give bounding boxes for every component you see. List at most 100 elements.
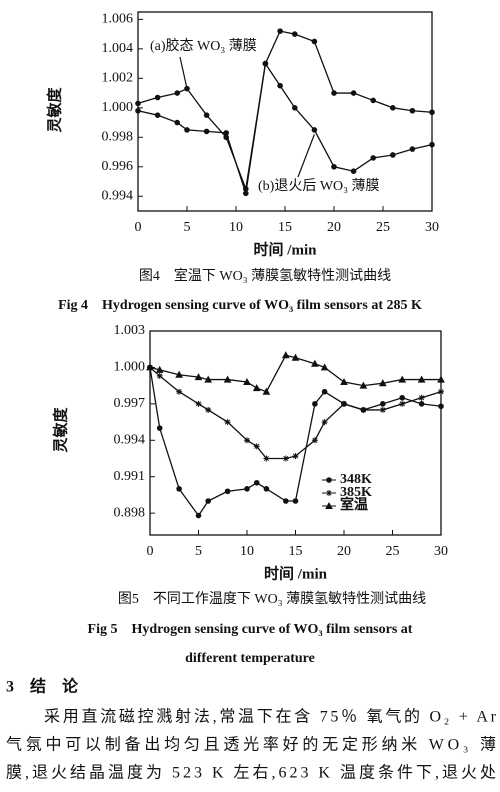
y-axis-label: 灵敏度 [45, 87, 63, 133]
marker [204, 375, 213, 383]
marker [292, 498, 299, 504]
y-tick-label: 0.991 [114, 469, 146, 484]
marker [379, 406, 386, 413]
marker [291, 353, 300, 361]
annotation-arrow [179, 56, 188, 89]
marker [282, 455, 289, 462]
marker [194, 373, 203, 381]
legend-marker [326, 490, 332, 496]
marker [155, 365, 164, 373]
y-tick-label: 0.997 [114, 396, 146, 411]
marker [223, 130, 229, 136]
marker [277, 82, 283, 89]
marker [135, 107, 141, 114]
series-line [149, 354, 441, 393]
marker [174, 90, 180, 96]
figure-caption-en: different temperature [185, 651, 315, 666]
marker [224, 488, 231, 495]
x-tick-label: 0 [135, 220, 142, 235]
section-heading: 3 结 论 [6, 677, 79, 696]
marker [429, 141, 435, 148]
marker [223, 375, 232, 383]
marker [146, 363, 154, 371]
marker [176, 486, 182, 492]
marker [253, 479, 260, 486]
x-tick-label: 0 [147, 544, 154, 559]
marker [418, 401, 425, 407]
marker [292, 31, 298, 37]
marker [195, 512, 202, 519]
marker [399, 394, 406, 401]
marker [156, 425, 163, 431]
marker [243, 377, 251, 385]
marker [281, 351, 290, 359]
figure-caption-en: Fig 4 Hydrogen sensing curve of WO₃ film… [58, 298, 422, 313]
marker [195, 400, 202, 407]
x-axis-label: 时间 /min [254, 240, 318, 258]
marker [224, 419, 231, 426]
marker [331, 163, 337, 170]
marker [174, 119, 180, 126]
marker [390, 105, 396, 111]
marker [244, 437, 250, 444]
x-tick-label: 25 [376, 220, 390, 235]
y-tick-label: 0.994 [102, 188, 134, 203]
marker [409, 107, 416, 114]
x-tick-label: 10 [229, 220, 243, 235]
x-tick-label: 15 [289, 544, 303, 559]
marker [350, 168, 357, 174]
series-line [149, 367, 442, 517]
marker [438, 388, 444, 395]
marker [154, 112, 161, 118]
marker [399, 400, 406, 407]
marker [360, 406, 367, 413]
x-tick-label: 5 [195, 544, 202, 559]
marker [311, 38, 318, 45]
x-tick-label: 20 [337, 544, 351, 559]
marker [205, 406, 212, 413]
y-tick-label: 1.000 [114, 360, 146, 375]
marker [331, 90, 337, 96]
marker [263, 455, 270, 462]
marker [262, 60, 269, 67]
series-annotation: (b)退火后 WO₃ 薄膜 [258, 178, 380, 194]
x-tick-label: 15 [278, 220, 292, 235]
marker [252, 384, 261, 392]
x-tick-label: 30 [425, 220, 439, 235]
marker [135, 100, 141, 107]
x-tick-label: 30 [434, 544, 448, 559]
marker [378, 379, 387, 387]
marker [203, 128, 210, 135]
marker [292, 105, 298, 111]
marker [321, 419, 328, 426]
marker [390, 152, 396, 158]
marker [283, 498, 289, 504]
x-tick-label: 5 [184, 220, 191, 235]
marker [244, 486, 250, 492]
marker [341, 400, 347, 407]
annotation-arrow [297, 134, 315, 178]
x-tick-label: 20 [327, 220, 341, 235]
y-tick-label: 1.000 [102, 100, 134, 115]
paragraph-line: 膜,退火结晶温度为 523 K 左右,623 K 温度条件下,退火处 [6, 764, 496, 782]
marker [417, 375, 426, 383]
y-axis-label: 灵敏度 [51, 407, 69, 453]
marker [370, 155, 377, 161]
marker [203, 112, 210, 118]
marker [311, 127, 318, 133]
marker [277, 28, 283, 34]
figure-caption-en: Fig 5 Hydrogen sensing curve of WO₃ film… [88, 622, 413, 637]
y-tick-label: 1.004 [102, 41, 134, 56]
marker [409, 146, 416, 152]
marker [311, 359, 319, 367]
legend-marker [326, 477, 332, 483]
marker [262, 387, 271, 395]
paragraph-line: 气氛中可以制备出均匀且透光率好的无定形纳米 WO₃ 薄 [6, 736, 496, 754]
marker [398, 375, 407, 383]
y-tick-label: 0.994 [114, 433, 146, 448]
marker [263, 486, 270, 492]
x-axis-label: 时间 /min [264, 564, 328, 582]
marker [429, 109, 435, 116]
marker [311, 437, 318, 444]
